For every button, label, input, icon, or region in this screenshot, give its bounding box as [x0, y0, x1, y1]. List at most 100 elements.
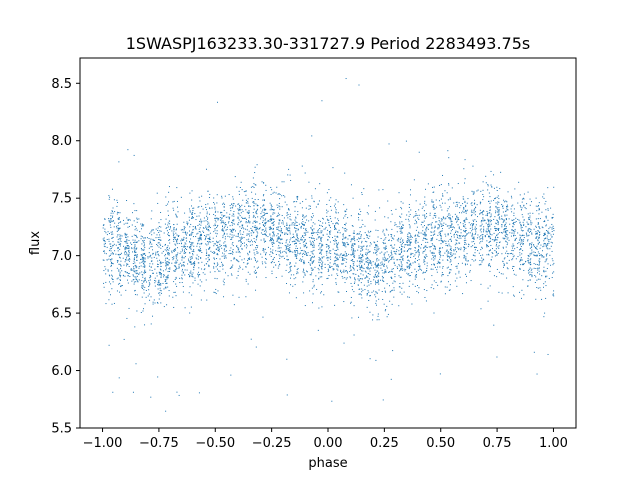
data-point [390, 250, 392, 252]
data-point [481, 261, 483, 263]
data-point [456, 215, 458, 217]
data-point [290, 251, 292, 253]
data-point [486, 245, 488, 247]
data-point [377, 230, 379, 232]
data-point [375, 229, 377, 231]
data-point [449, 197, 451, 199]
data-point [534, 274, 536, 276]
data-point [473, 223, 475, 225]
data-point [232, 229, 234, 231]
data-point [253, 257, 255, 259]
data-point [142, 224, 144, 226]
data-point [430, 240, 432, 242]
data-point [400, 229, 402, 231]
data-point [123, 223, 125, 225]
data-point [296, 256, 298, 258]
data-point [437, 223, 439, 225]
data-point [313, 249, 315, 251]
data-point [336, 268, 338, 270]
data-point [337, 269, 339, 271]
data-point [208, 213, 210, 215]
data-point [493, 275, 495, 277]
data-point [316, 288, 318, 290]
data-point [192, 242, 194, 244]
data-point [133, 270, 135, 272]
data-point [437, 228, 439, 230]
data-point [133, 248, 135, 250]
data-point [516, 246, 518, 248]
data-point [270, 217, 272, 219]
data-point [126, 240, 128, 242]
data-point [191, 213, 193, 215]
data-point [263, 251, 265, 253]
data-point [499, 216, 501, 218]
data-point [442, 241, 444, 243]
data-point [145, 279, 147, 281]
data-point [354, 243, 356, 245]
data-point [368, 268, 370, 270]
data-point [488, 226, 490, 228]
data-point [520, 227, 522, 229]
data-point [510, 208, 512, 210]
data-point [276, 235, 278, 237]
data-point [251, 191, 253, 193]
data-point [425, 234, 427, 236]
data-point [173, 256, 175, 258]
data-point [162, 270, 164, 272]
data-point [533, 251, 535, 253]
data-point [436, 221, 438, 223]
data-point [378, 319, 380, 321]
data-point [282, 223, 284, 225]
data-point [363, 263, 365, 265]
data-point [208, 224, 210, 226]
data-point [215, 217, 217, 219]
data-point [191, 216, 193, 218]
data-point [476, 204, 478, 206]
data-point [192, 226, 194, 228]
data-point [126, 238, 128, 240]
data-point [110, 245, 111, 247]
data-point [199, 212, 201, 214]
data-point [370, 280, 372, 282]
data-point [433, 208, 435, 210]
data-point [360, 245, 362, 247]
data-point [231, 234, 233, 236]
data-point [151, 246, 153, 248]
data-point [452, 226, 454, 228]
data-point [181, 270, 183, 272]
data-point [424, 261, 426, 263]
data-point [313, 246, 315, 248]
data-point [265, 222, 267, 224]
data-point [247, 252, 249, 254]
data-point [152, 249, 154, 251]
data-point [295, 239, 297, 241]
data-point [543, 235, 545, 237]
data-point [176, 243, 178, 245]
data-point [312, 231, 314, 233]
data-point [361, 249, 363, 251]
data-point [233, 219, 235, 221]
data-point [124, 254, 126, 256]
data-point [353, 237, 355, 239]
data-point [513, 219, 515, 221]
data-point [269, 209, 271, 211]
data-point [368, 237, 370, 239]
data-point [337, 259, 339, 261]
data-point [253, 238, 255, 240]
data-point [434, 247, 436, 249]
data-point [335, 212, 337, 214]
data-point [123, 338, 125, 340]
data-point [496, 234, 498, 236]
data-point [329, 232, 331, 234]
data-point [191, 275, 193, 277]
data-point [142, 241, 144, 243]
data-point [245, 243, 247, 245]
data-point [193, 207, 195, 209]
data-point [303, 252, 305, 254]
data-point [497, 214, 499, 216]
data-point [353, 249, 355, 251]
data-point [303, 272, 305, 274]
data-point [152, 301, 154, 303]
data-point [360, 282, 362, 284]
data-point [150, 266, 152, 268]
